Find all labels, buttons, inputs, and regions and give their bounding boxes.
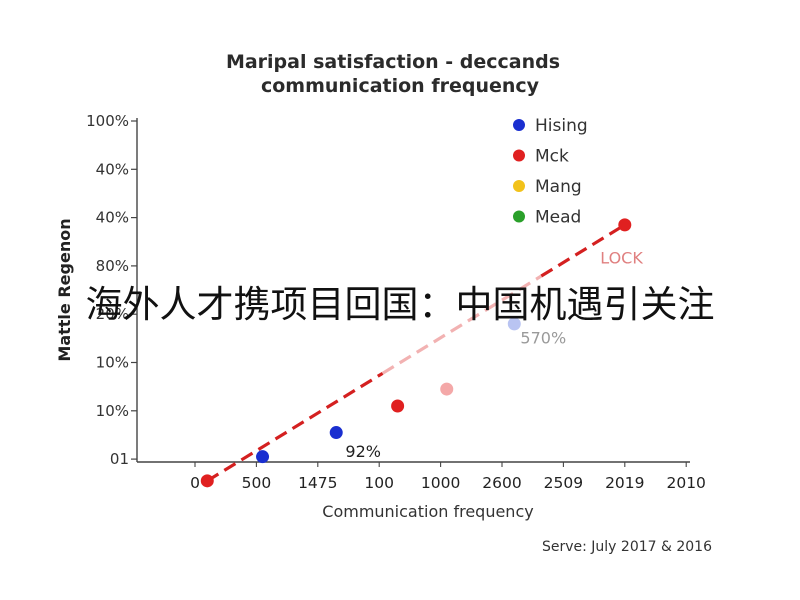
trend-segment <box>381 274 543 375</box>
annotations: 92% 570% LOCK <box>345 249 643 461</box>
legend-label: Mck <box>535 147 569 167</box>
trend-line <box>206 223 626 483</box>
legend-marker <box>513 119 525 131</box>
y-tick-label: 80% <box>96 257 129 275</box>
legend-label: Mead <box>535 208 581 228</box>
legend-marker <box>513 149 525 162</box>
data-annotation: LOCK <box>600 249 643 268</box>
legend-label: Mang <box>535 177 582 197</box>
y-tick-label: 01 <box>110 450 129 468</box>
chart-title-line-1: Maripal satisfaction - deccands <box>226 51 560 73</box>
x-tick-label: 2600 <box>482 474 521 492</box>
data-point <box>507 317 521 331</box>
legend-marker <box>513 180 525 192</box>
x-tick-label: 1000 <box>421 474 460 492</box>
overlay-caption: 海外人才携项目回国：中国机遇引关注 <box>85 283 715 326</box>
x-axis-ticks: 0 500 1475 100 1000 2600 2509 2019 2010 <box>137 461 706 492</box>
y-tick-label: 40% <box>96 160 129 178</box>
source-note: Serve: July 2017 & 2016 <box>542 539 712 555</box>
data-point <box>200 474 214 488</box>
data-point <box>256 450 270 464</box>
data-annotation: 570% <box>520 328 566 347</box>
y-tick-label: 20% <box>96 305 129 323</box>
y-tick-label: 10% <box>96 354 129 372</box>
x-tick-label: 100 <box>364 474 394 492</box>
data-point <box>618 218 632 232</box>
data-points <box>200 218 632 488</box>
data-point <box>391 399 405 413</box>
data-point <box>329 426 343 440</box>
y-axis-label: Mattle Regenon <box>55 218 74 361</box>
x-tick-label: 2509 <box>544 474 583 492</box>
y-axis-ticks: 100% 40% 40% 80% 20% 10% 10% 01 <box>86 112 138 468</box>
x-tick-label: 2010 <box>666 474 705 492</box>
data-point <box>440 382 454 396</box>
y-tick-label: 10% <box>96 402 129 420</box>
y-tick-label: 100% <box>86 112 129 130</box>
chart-title-line-2: communication frequency <box>261 75 540 97</box>
legend: Hising Mck Mang Mead <box>513 116 588 228</box>
x-tick-label: 2019 <box>605 474 644 492</box>
x-tick-label: 500 <box>242 474 272 492</box>
trend-segment <box>206 371 384 483</box>
x-tick-label: 1475 <box>298 474 337 492</box>
x-tick-label: 0 <box>190 474 200 492</box>
legend-label: Hising <box>535 116 588 136</box>
trend-segment <box>540 223 626 278</box>
x-axis-label: Communication frequency <box>322 502 533 521</box>
legend-marker <box>513 210 525 223</box>
y-tick-label: 40% <box>96 209 129 227</box>
data-annotation: 92% <box>345 442 381 461</box>
